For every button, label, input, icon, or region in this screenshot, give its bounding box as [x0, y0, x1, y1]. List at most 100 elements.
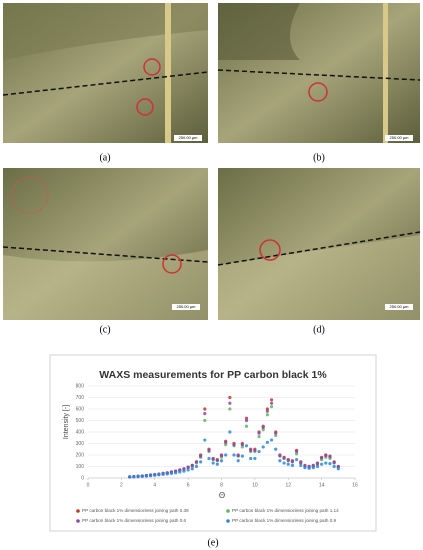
point: [249, 456, 253, 461]
point: [307, 466, 311, 470]
point: [257, 449, 261, 454]
point: [169, 471, 174, 475]
panel-label: (b): [313, 152, 325, 163]
point: [228, 407, 232, 411]
point: [211, 457, 215, 461]
point: [199, 460, 203, 464]
point: [294, 458, 299, 462]
point: [303, 466, 307, 470]
point: [207, 448, 211, 452]
point: [236, 453, 240, 458]
point: [274, 447, 278, 451]
point: [261, 428, 265, 432]
figure-label: (e): [207, 537, 218, 548]
chart-frame: [49, 354, 377, 532]
y-tick-label: 0: [81, 475, 84, 481]
point: [244, 444, 249, 448]
point: [311, 466, 315, 470]
point: [290, 463, 295, 467]
point: [228, 401, 232, 405]
y-tick-label: 500: [76, 418, 85, 424]
point: [232, 443, 236, 447]
point: [224, 440, 228, 444]
point: [128, 475, 132, 479]
point: [265, 413, 269, 417]
point: [274, 431, 278, 435]
point: [244, 418, 249, 423]
point: [269, 401, 274, 405]
panel-label: (d): [313, 324, 325, 335]
x-tick-label: 4: [153, 482, 156, 488]
x-axis-label: Θ: [219, 491, 225, 500]
y-tick-label: 700: [76, 395, 85, 401]
x-tick-label: 2: [120, 482, 123, 488]
x-tick-label: 12: [285, 482, 291, 488]
point: [240, 454, 244, 458]
scale-label: 250.00 µm: [390, 135, 410, 140]
point: [286, 458, 290, 462]
panel-label: (c): [99, 324, 110, 335]
point: [324, 453, 328, 458]
y-tick-label: 200: [76, 452, 85, 458]
micrograph-c: 250.00 µm: [2, 168, 209, 320]
point: [257, 431, 261, 435]
point: [294, 449, 299, 454]
point: [144, 474, 149, 478]
point: [290, 459, 295, 463]
point: [194, 464, 199, 469]
x-tick-label: 16: [352, 482, 358, 488]
point: [286, 462, 290, 466]
x-tick-label: 8: [220, 482, 223, 488]
point: [219, 453, 224, 458]
point: [336, 464, 340, 469]
point: [182, 467, 186, 471]
point: [261, 425, 265, 429]
x-tick-label: 0: [87, 482, 90, 488]
point: [328, 455, 332, 459]
point: [224, 453, 228, 457]
point: [315, 464, 320, 469]
point: [265, 407, 269, 411]
x-tick-label: 6: [187, 482, 190, 488]
point: [299, 463, 303, 467]
y-axis-label: Intensity [-]: [63, 405, 70, 439]
point: [236, 459, 240, 463]
point: [269, 405, 274, 409]
micrograph-a: 250.00 µm: [2, 3, 209, 143]
point: [194, 460, 199, 464]
chart-title: WAXS measurements for PP carbon black 1%: [99, 369, 327, 381]
point: [215, 462, 219, 466]
point: [207, 456, 211, 461]
point: [203, 418, 207, 423]
legend-label: PP carbon black 1% dimensionless joining…: [232, 518, 337, 523]
point: [157, 473, 161, 477]
legend-marker: [76, 519, 80, 523]
point: [215, 458, 219, 462]
point: [228, 430, 232, 434]
point: [186, 468, 190, 472]
point: [253, 456, 257, 461]
legend-marker: [226, 509, 230, 513]
point: [190, 463, 194, 467]
point: [253, 448, 257, 452]
point: [161, 472, 165, 476]
y-tick-label: 600: [76, 406, 85, 412]
point: [153, 473, 157, 477]
point: [240, 443, 244, 447]
scale-label: 250.00 µm: [179, 135, 199, 140]
point: [219, 459, 224, 463]
legend-label: PP carbon black 1% dimensionless joining…: [232, 508, 339, 513]
legend-label: PP carbon black 1% dimensionless joining…: [82, 518, 187, 523]
point: [328, 462, 332, 466]
point: [240, 445, 244, 449]
point: [320, 456, 324, 460]
point: [244, 424, 249, 428]
point: [186, 465, 190, 469]
point: [244, 416, 249, 420]
point: [224, 443, 228, 447]
point: [257, 435, 261, 439]
point: [332, 460, 336, 465]
point: [228, 395, 232, 400]
point: [265, 440, 269, 444]
point: [274, 433, 278, 438]
